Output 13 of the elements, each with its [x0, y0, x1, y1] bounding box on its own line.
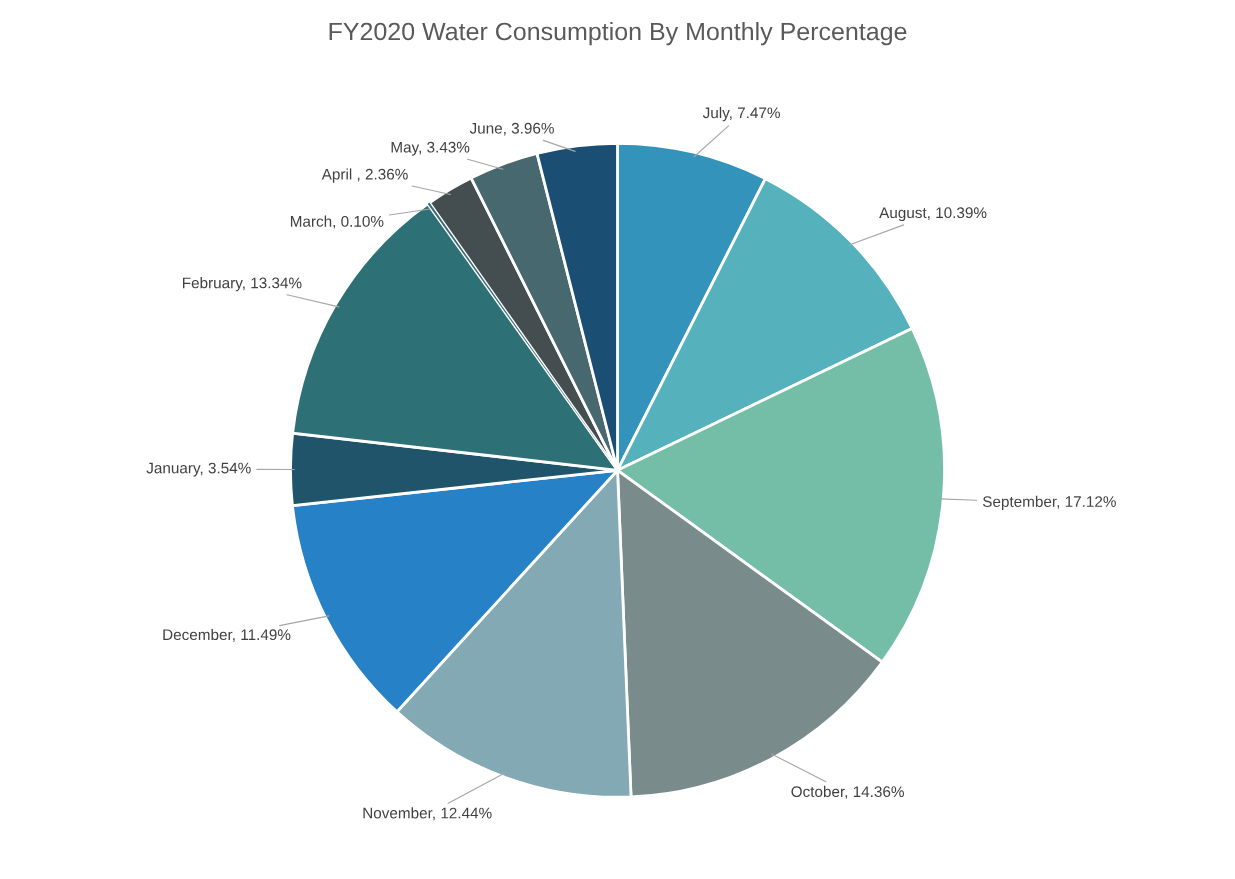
slice-label: April , 2.36%: [321, 168, 408, 183]
slice-label: March, 0.10%: [290, 215, 384, 229]
slice-label: September, 17.12%: [982, 495, 1116, 511]
chart-title: FY2020 Water Consumption By Monthly Percentage: [329, 21, 907, 46]
slice-label: June, 3.96%: [469, 122, 554, 136]
slice-label: August, 10.39%: [879, 207, 987, 222]
slice-label: October, 14.36%: [791, 785, 904, 799]
slice-label: February, 13.34%: [182, 277, 302, 292]
slice-label: December, 11.49%: [163, 628, 291, 642]
slice-label: July, 7.47%: [702, 106, 780, 122]
slice-label: January, 3.54%: [146, 462, 251, 477]
slice-label: November, 12.44%: [363, 807, 492, 821]
slice-label: May, 3.43%: [391, 141, 470, 156]
